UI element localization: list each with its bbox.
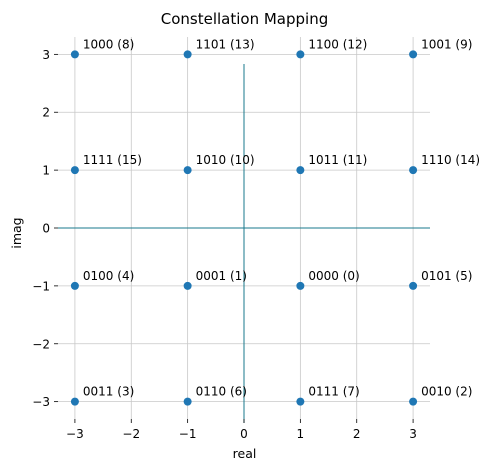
x-axis-label: real <box>233 446 257 461</box>
point-label: 0010 (2) <box>421 385 472 399</box>
data-point <box>409 397 418 406</box>
data-point <box>296 281 305 290</box>
point-label: 1011 (11) <box>308 153 367 167</box>
x-tick-label: 1 <box>297 427 305 441</box>
data-point <box>70 397 79 406</box>
point-label: 0011 (3) <box>83 385 134 399</box>
point-label: 0110 (6) <box>196 385 247 399</box>
y-tick-label: −2 <box>32 337 50 351</box>
data-point <box>183 397 192 406</box>
data-point <box>183 166 192 175</box>
y-tick-label: −3 <box>32 395 50 409</box>
data-point <box>70 50 79 59</box>
point-labels: 1000 (8) 1101 (13) 1100 (12) 1001 (9) 1111 (… <box>83 37 480 398</box>
data-points <box>70 50 418 406</box>
x-tick-label: −1 <box>179 427 197 441</box>
x-tick-label: 3 <box>409 427 417 441</box>
x-tick-label: 0 <box>240 427 248 441</box>
point-label: 1010 (10) <box>196 153 255 167</box>
x-tick-label: 2 <box>353 427 361 441</box>
data-point <box>409 166 418 175</box>
y-tick-label: 1 <box>42 164 50 178</box>
point-label: 0111 (7) <box>308 385 359 399</box>
point-label: 0001 (1) <box>196 269 247 283</box>
ticks: −3 −2 −1 0 1 2 3 −3 −2 −1 0 1 2 3 <box>32 48 417 441</box>
y-tick-label: −1 <box>32 279 50 293</box>
y-tick-label: 2 <box>42 106 50 120</box>
data-point <box>183 281 192 290</box>
data-point <box>296 397 305 406</box>
point-label: 1101 (13) <box>196 37 255 51</box>
data-point <box>296 50 305 59</box>
point-label: 0100 (4) <box>83 269 134 283</box>
data-point <box>409 50 418 59</box>
point-label: 1100 (12) <box>308 37 367 51</box>
data-point <box>296 166 305 175</box>
point-label: 1000 (8) <box>83 37 134 51</box>
point-label: 0101 (5) <box>421 269 472 283</box>
chart-title: Constellation Mapping <box>161 10 328 28</box>
x-tick-label: −3 <box>66 427 84 441</box>
point-label: 1110 (14) <box>421 153 480 167</box>
y-axis-label: imag <box>9 217 24 248</box>
point-label: 1001 (9) <box>421 37 472 51</box>
y-tick-label: 0 <box>42 222 50 236</box>
x-tick-label: −2 <box>122 427 140 441</box>
data-point <box>183 50 192 59</box>
point-label: 1111 (15) <box>83 153 142 167</box>
data-point <box>409 281 418 290</box>
data-point <box>70 166 79 175</box>
y-tick-label: 3 <box>42 48 50 62</box>
zero-axes <box>58 64 430 423</box>
data-point <box>70 281 79 290</box>
point-label: 0000 (0) <box>308 269 359 283</box>
